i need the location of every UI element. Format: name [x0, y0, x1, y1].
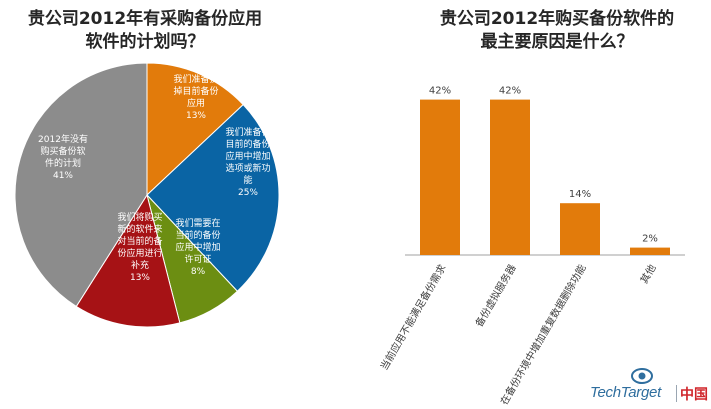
logo-eye-icon: [631, 368, 653, 384]
bar-category-label-0: 当前应用不能满足备份需求: [377, 262, 448, 372]
bar-category-label-3: 其他: [637, 262, 658, 286]
bar-2: [560, 203, 600, 255]
pie-title-line-1: 贵公司2012年有采购备份应用: [27, 9, 263, 29]
pie-slice-label-3: 我们将购买新的软件来对当前的备份应用进行补充 13%: [117, 211, 162, 283]
pie-slice-0: [146, 62, 244, 197]
bar-3: [630, 247, 670, 255]
pie-title-line-2: 软件的计划吗？: [85, 32, 205, 52]
bar-chart-title: 贵公司2012年购买备份软件的 最主要原因是什么？: [402, 8, 711, 54]
pie-chart-title: 贵公司2012年有采购备份应用 软件的计划吗？: [0, 8, 290, 54]
pie-slice-label-0: 我们准备换掉目前备份应用 13%: [173, 73, 218, 121]
pie-slice-4: [14, 62, 148, 308]
pie-slice-label-2: 我们需要在当前的备份应用中增加许可证 8%: [175, 217, 220, 277]
logo-separator: [676, 385, 677, 402]
pie-slice-label-4: 2012年没有购买备份软件的计划 41%: [38, 133, 88, 181]
bar-value-label-2: 14%: [569, 189, 591, 200]
bar-0: [420, 99, 460, 255]
logo-cn-text: 中国: [680, 387, 708, 403]
bar-category-label-2: 在备份环境中增加重复数据删除功能: [497, 262, 588, 407]
bar-1: [490, 99, 530, 255]
techtarget-logo: TechTarget 中国: [590, 368, 711, 406]
logo-text: TechTarget: [590, 384, 661, 401]
bar-category-label-1: 备份虚拟服务器: [472, 262, 518, 329]
pie-slice-3: [75, 193, 181, 328]
bar-value-label-0: 42%: [429, 86, 451, 97]
pie-slice-1: [146, 103, 280, 292]
pie-slice-label-1: 我们准备在目前的备份应用中增加选项或新功能 25%: [225, 126, 270, 198]
bar-value-label-3: 2%: [642, 234, 658, 245]
bar-title-line-2: 最主要原因是什么？: [480, 32, 634, 52]
bar-value-label-1: 42%: [499, 86, 521, 97]
bar-title-line-1: 贵公司2012年购买备份软件的: [439, 9, 675, 29]
